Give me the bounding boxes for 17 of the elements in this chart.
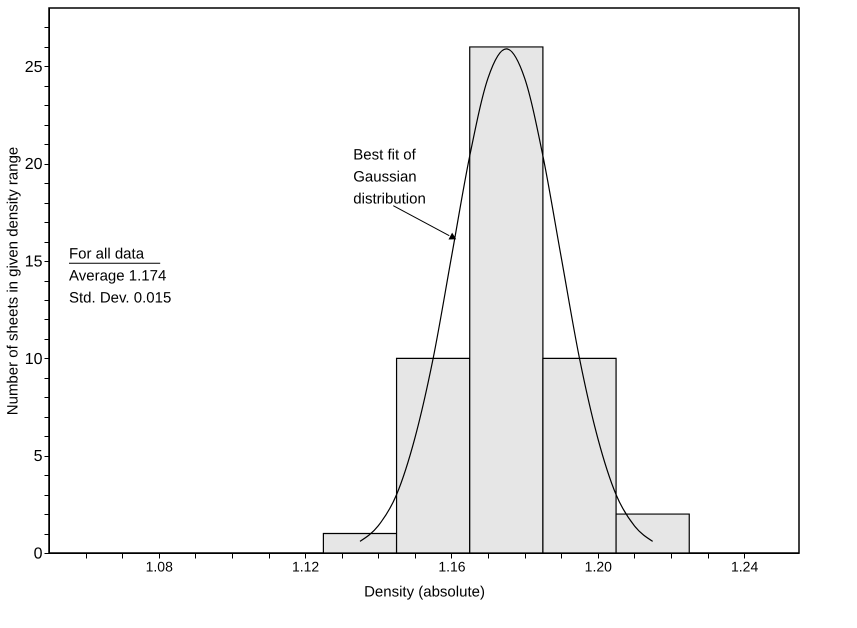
annotation: Std. Dev. 0.015 [69, 289, 172, 306]
x-axis-title: Density (absolute) [364, 584, 485, 600]
y-tick-label: 10 [24, 350, 43, 368]
y-tick-label: 15 [24, 254, 43, 271]
x-tick-label: 1.08 [146, 558, 174, 574]
x-tick-label: 1.16 [438, 558, 466, 574]
x-tick-label: 1.24 [730, 558, 758, 574]
annotation: Best fit of Gaussian distribution [353, 146, 426, 208]
annotation: For all data [69, 245, 145, 262]
y-tick-label: 25 [24, 58, 43, 76]
x-tick-label: 1.20 [584, 558, 612, 574]
annotation: Average 1.174 [69, 267, 166, 284]
x-tick-label: 1.12 [292, 558, 320, 574]
y-tick-label: 20 [24, 156, 43, 174]
y-tick-label: 0 [34, 546, 43, 562]
y-axis-title: Number of sheets in given density range [4, 146, 22, 416]
y-tick-label: 5 [34, 448, 43, 466]
